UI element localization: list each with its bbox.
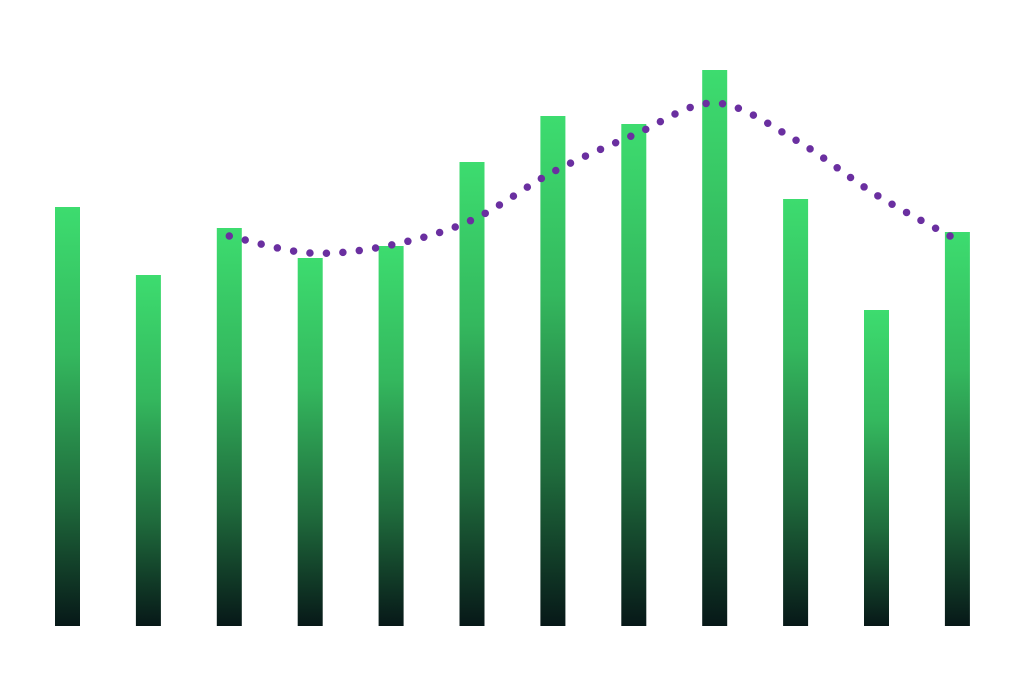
bar [135,275,161,626]
bar [621,124,647,626]
bar [944,232,970,626]
bar [55,207,80,626]
bar [540,116,566,626]
bar [783,199,809,626]
bar [297,258,323,626]
bar [216,228,242,626]
dotted-line [225,99,962,258]
bar [702,70,728,626]
bar [378,246,404,626]
bar [459,162,485,626]
bar [864,310,889,626]
